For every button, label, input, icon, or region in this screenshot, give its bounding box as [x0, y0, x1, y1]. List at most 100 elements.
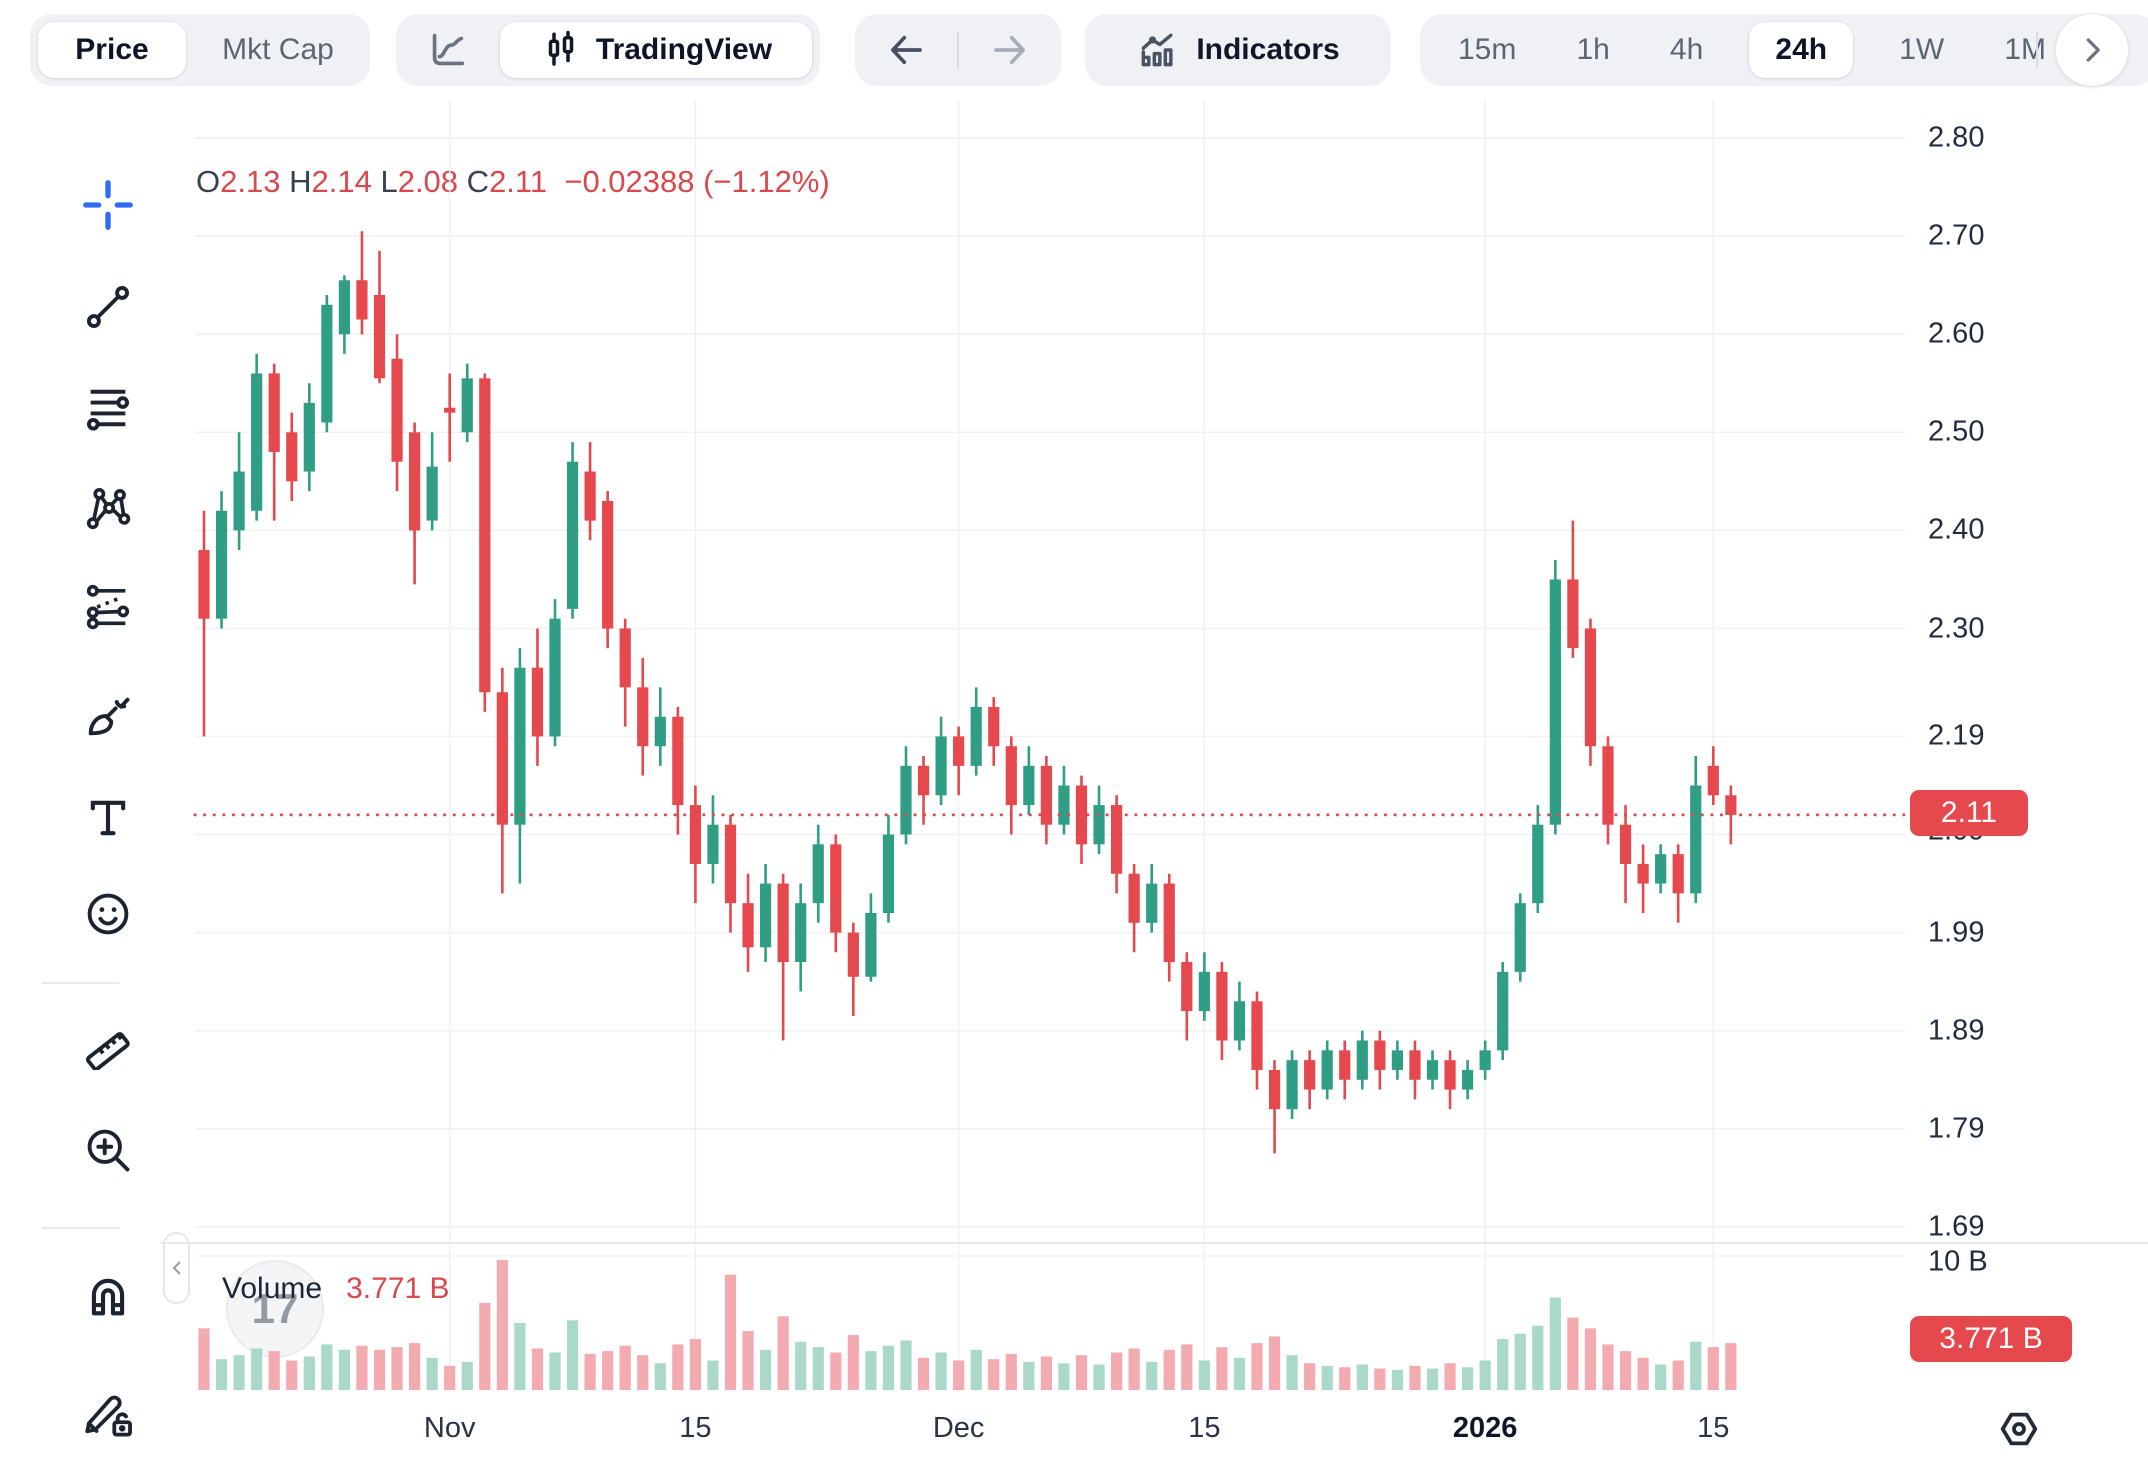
candlestick-icon	[548, 30, 574, 66]
volume-bar	[1549, 1297, 1561, 1390]
zoom-in-icon	[87, 1129, 130, 1172]
volume-bar	[777, 1316, 789, 1390]
timeframe-4h[interactable]: 4h	[1669, 33, 1704, 66]
emoji-icon	[87, 893, 129, 935]
volume-bar	[1286, 1355, 1298, 1390]
pattern-tool[interactable]	[80, 480, 136, 536]
low-value: 2.08	[397, 164, 459, 199]
price-mktcap-toggle: Price Mkt Cap	[30, 14, 370, 86]
candle	[882, 814, 895, 923]
candle	[1567, 520, 1579, 658]
arrow-left-icon[interactable]	[885, 29, 927, 71]
candle	[900, 746, 912, 845]
crosshair-tool[interactable]	[80, 177, 136, 233]
volume-bar	[654, 1363, 666, 1390]
text-tool[interactable]	[80, 790, 136, 846]
candle	[303, 383, 315, 492]
candle	[1216, 962, 1228, 1061]
candle	[1128, 863, 1140, 953]
volume-bar	[742, 1331, 754, 1390]
volume-bar	[1198, 1360, 1210, 1390]
candle	[373, 250, 386, 384]
volume-bar	[496, 1260, 508, 1390]
candle	[1655, 844, 1667, 894]
volume-bar	[724, 1274, 737, 1390]
candle	[1146, 863, 1158, 933]
line-chart-button[interactable]	[396, 27, 500, 73]
tradingview-tab[interactable]: TradingView	[500, 22, 812, 78]
change-value: −0.02388 (−1.12%)	[564, 164, 830, 199]
volume-bar	[1479, 1360, 1491, 1390]
volume-bar	[1146, 1361, 1158, 1390]
volume-bar	[917, 1357, 930, 1390]
volume-bar	[988, 1359, 1000, 1390]
timeframe-1h[interactable]: 1h	[1576, 33, 1610, 66]
volume-bar	[1655, 1364, 1667, 1390]
arrow-right-icon[interactable]	[989, 29, 1031, 71]
timeframe-15m[interactable]: 15m	[1458, 33, 1517, 66]
price-tab-label: Price	[75, 33, 149, 66]
candle	[1391, 1040, 1403, 1080]
volume-bar	[1584, 1328, 1597, 1390]
volume-bar	[514, 1323, 526, 1390]
candle	[444, 373, 456, 462]
timeframe-1W[interactable]: 1W	[1899, 33, 1945, 66]
mktcap-tab[interactable]: Mkt Cap	[186, 35, 370, 65]
volume-bar	[286, 1360, 298, 1390]
candle	[479, 373, 491, 712]
volume-bar	[1602, 1344, 1614, 1390]
indicators-button[interactable]: Indicators	[1085, 14, 1391, 86]
trend-line-tool[interactable]	[80, 279, 136, 335]
volume-bar	[1725, 1343, 1737, 1390]
candle	[637, 657, 649, 776]
chart-settings-button[interactable]	[1996, 1406, 2042, 1452]
xabcd-pattern-icon	[86, 487, 131, 530]
tradingview-tab-label: TradingView	[595, 33, 773, 66]
candle	[1268, 1060, 1281, 1154]
volume-bar	[1672, 1360, 1684, 1390]
candle	[1619, 805, 1632, 904]
more-timeframes-button[interactable]	[2056, 14, 2128, 86]
volume-bar	[1567, 1317, 1579, 1390]
volume-bar	[1637, 1357, 1649, 1390]
volume-label: Volume	[222, 1272, 323, 1305]
volume-bar	[953, 1360, 965, 1390]
price-axis-tick: 1.79	[1928, 1112, 1985, 1145]
volume-bar	[531, 1348, 544, 1390]
brush-tool[interactable]	[80, 688, 136, 744]
timeframe-24h[interactable]: 24h	[1749, 22, 1854, 78]
low-label: L	[380, 164, 398, 199]
volume-bar	[1268, 1336, 1281, 1390]
pencil-lock-icon	[85, 1395, 132, 1437]
candle	[1075, 775, 1088, 864]
volume-bar	[566, 1320, 579, 1390]
volume-bar	[1444, 1363, 1456, 1390]
ruler-tool[interactable]	[80, 1016, 136, 1072]
price-tab[interactable]: Price	[38, 22, 186, 78]
lock-drawings-tool[interactable]	[80, 1383, 136, 1439]
candle	[514, 648, 526, 884]
horizontal-lines-tool[interactable]	[80, 380, 136, 436]
volume-bar	[1023, 1361, 1035, 1390]
volume-bar	[444, 1365, 456, 1390]
volume-bar	[1321, 1365, 1333, 1390]
time-axis-label: 15	[1697, 1412, 1730, 1444]
magnet-tool[interactable]	[80, 1268, 136, 1324]
candle	[233, 432, 245, 551]
zoom-in-tool[interactable]	[80, 1122, 136, 1178]
volume-bar	[198, 1328, 210, 1390]
price-axis-tick: 2.40	[1928, 513, 1985, 546]
volume-bar	[1532, 1325, 1544, 1390]
price-axis-tick: 2.70	[1928, 219, 1985, 252]
indicators-label: Indicators	[1196, 33, 1340, 66]
high-value: 2.14	[311, 164, 372, 199]
chart-type-toggle: TradingView	[396, 14, 820, 86]
volume-bar	[409, 1343, 421, 1390]
emoji-tool[interactable]	[80, 886, 136, 942]
channel-tool[interactable]	[80, 578, 136, 634]
volume-bar	[707, 1360, 719, 1390]
volume-bar	[321, 1344, 333, 1390]
timeframe-1M[interactable]: 1M	[2004, 33, 2046, 66]
volume-bar	[1339, 1367, 1351, 1390]
